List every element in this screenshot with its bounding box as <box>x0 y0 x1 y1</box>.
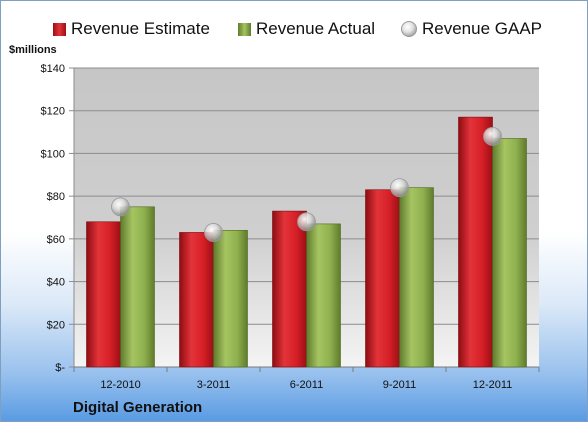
legend-swatch-estimate <box>53 22 66 36</box>
bar-revenue-estimate <box>179 232 214 368</box>
x-tick-label: 12-2011 <box>473 379 513 391</box>
point-revenue-gaap <box>297 212 316 232</box>
y-tick-label: $60 <box>47 234 65 246</box>
bar-revenue-estimate <box>272 210 307 368</box>
point-revenue-gaap <box>111 197 130 217</box>
company-name: Digital Generation <box>73 399 203 416</box>
legend-label-actual: Revenue Actual <box>256 19 376 38</box>
legend-item-gaap: Revenue GAAP <box>401 17 542 41</box>
bar-revenue-estimate <box>86 221 121 368</box>
bar-revenue-actual <box>306 223 341 368</box>
x-tick-label: 3-2011 <box>197 379 230 391</box>
bar-revenue-actual <box>492 138 527 368</box>
y-tick-label: $20 <box>47 319 65 331</box>
y-tick-label: $- <box>55 362 65 374</box>
y-tick-label: $140 <box>41 63 65 75</box>
legend-label-gaap: Revenue GAAP <box>422 19 543 38</box>
bar-revenue-actual <box>120 206 155 368</box>
legend: Revenue Estimate Revenue Actual Revenue … <box>1 17 588 41</box>
x-tick-label: 9-2011 <box>383 379 416 391</box>
y-tick-label: $120 <box>41 106 65 118</box>
legend-label-estimate: Revenue Estimate <box>71 19 210 38</box>
legend-item-estimate: Revenue Estimate <box>53 17 210 41</box>
bar-revenue-estimate <box>365 189 400 368</box>
y-tick-label: $40 <box>47 277 65 289</box>
bar-revenue-actual <box>213 230 248 368</box>
point-revenue-gaap <box>483 126 502 146</box>
bar-revenue-estimate <box>458 116 493 368</box>
point-revenue-gaap <box>204 223 223 242</box>
y-tick-label: $100 <box>41 148 65 160</box>
x-tick-label: 6-2011 <box>290 379 323 391</box>
legend-swatch-gaap <box>401 21 417 37</box>
x-tick-label: 12-2010 <box>100 379 140 391</box>
legend-swatch-actual <box>238 22 251 36</box>
point-revenue-gaap <box>390 178 409 198</box>
legend-item-actual: Revenue Actual <box>238 17 375 41</box>
bar-revenue-actual <box>399 187 434 368</box>
y-tick-label: $80 <box>47 191 65 203</box>
y-axis-unit-label: $millions <box>9 44 57 56</box>
